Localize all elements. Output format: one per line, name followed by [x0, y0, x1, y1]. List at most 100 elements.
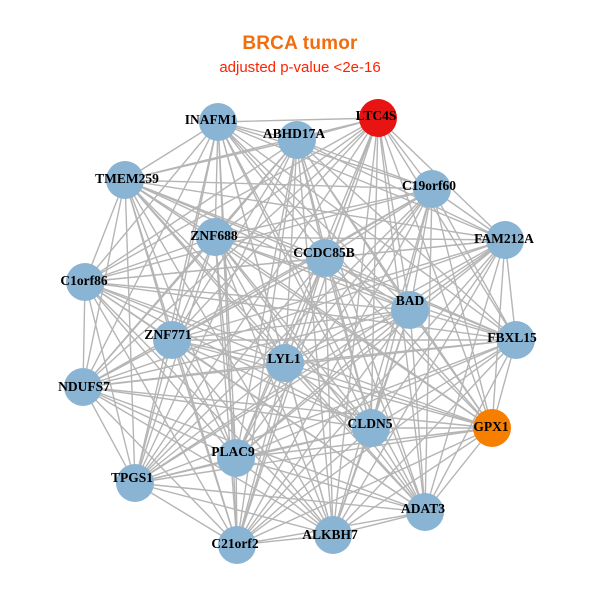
- node-circle[interactable]: [486, 221, 524, 259]
- edge-line: [171, 339, 493, 429]
- graph-node-gpx1[interactable]: GPX1: [473, 409, 511, 447]
- edge-line: [84, 121, 219, 283]
- graph-node-abhd17a[interactable]: ABHD17A: [263, 121, 326, 159]
- edge-line: [82, 386, 238, 546]
- edge-line: [82, 117, 379, 388]
- edge-line: [296, 139, 433, 190]
- nodes-layer: LTC4S INAFM1 ABHD17A TMEM259 C19orf60 ZNF688 F…: [58, 99, 537, 564]
- graph-node-plac9[interactable]: PLAC9: [211, 439, 255, 477]
- node-circle[interactable]: [497, 321, 535, 359]
- edge-line: [84, 117, 379, 283]
- edge-line: [431, 188, 493, 429]
- edge-line: [171, 339, 286, 364]
- graph-node-znf688[interactable]: ZNF688: [190, 218, 238, 256]
- edge-line: [235, 339, 517, 459]
- edge-line: [370, 339, 517, 429]
- node-circle[interactable]: [359, 99, 397, 137]
- node-label: ABHD17A: [263, 126, 326, 141]
- node-label: LYL1: [267, 351, 301, 366]
- node-circle[interactable]: [106, 161, 144, 199]
- edge-line: [332, 188, 433, 536]
- edge-line: [84, 188, 433, 283]
- node-circle[interactable]: [278, 121, 316, 159]
- node-label: C19orf60: [402, 178, 456, 193]
- graph-node-fam212a[interactable]: FAM212A: [474, 221, 534, 259]
- edge-line: [82, 386, 237, 459]
- edge-line: [296, 139, 426, 513]
- node-label: CCDC85B: [293, 245, 355, 260]
- node-circle[interactable]: [199, 103, 237, 141]
- graph-node-tpgs1[interactable]: TPGS1: [111, 464, 154, 502]
- node-circle[interactable]: [306, 239, 344, 277]
- node-label: FAM212A: [474, 231, 534, 246]
- edge-line: [235, 309, 411, 459]
- edge-line: [377, 117, 493, 429]
- node-circle[interactable]: [66, 263, 104, 301]
- node-label: ALKBH7: [302, 527, 358, 542]
- graph-node-znf771[interactable]: ZNF771: [144, 321, 192, 359]
- graph-node-ndufs7[interactable]: NDUFS7: [58, 368, 110, 406]
- node-circle[interactable]: [391, 291, 429, 329]
- graph-node-adat3[interactable]: ADAT3: [401, 493, 445, 531]
- node-circle[interactable]: [218, 526, 256, 564]
- node-circle[interactable]: [413, 170, 451, 208]
- edge-line: [134, 482, 238, 546]
- edge-line: [134, 339, 173, 484]
- graph-node-cldn5[interactable]: CLDN5: [347, 409, 393, 447]
- node-circle[interactable]: [153, 321, 191, 359]
- edge-line: [236, 427, 493, 546]
- edge-line: [134, 236, 216, 484]
- node-label: ADAT3: [401, 501, 445, 516]
- node-circle[interactable]: [217, 439, 255, 477]
- node-circle[interactable]: [116, 464, 154, 502]
- node-label: C1orf86: [60, 273, 107, 288]
- edge-line: [236, 427, 372, 546]
- edge-line: [324, 257, 426, 513]
- graph-node-tmem259[interactable]: TMEM259: [95, 161, 159, 199]
- graph-node-ccdc85b[interactable]: CCDC85B: [293, 239, 355, 277]
- edge-line: [134, 309, 411, 484]
- node-circle[interactable]: [266, 344, 304, 382]
- edge-line: [235, 239, 506, 459]
- edge-line: [84, 281, 411, 311]
- node-label: PLAC9: [211, 444, 255, 459]
- node-circle[interactable]: [406, 493, 444, 531]
- edge-line: [236, 257, 326, 546]
- edge-line: [124, 179, 411, 311]
- edge-line: [171, 339, 372, 429]
- node-circle[interactable]: [352, 409, 390, 447]
- node-label: ZNF771: [144, 327, 192, 342]
- graph-node-alkbh7[interactable]: ALKBH7: [302, 516, 358, 554]
- node-label: GPX1: [473, 419, 508, 434]
- edge-line: [235, 457, 334, 536]
- edge-line: [82, 362, 286, 388]
- edge-line: [377, 117, 517, 341]
- node-label: ZNF688: [190, 228, 238, 243]
- graph-node-c19orf60[interactable]: C19orf60: [402, 170, 456, 208]
- graph-node-ltc4s[interactable]: LTC4S: [356, 99, 397, 137]
- node-label: C21orf2: [211, 536, 258, 551]
- edge-line: [409, 188, 433, 311]
- graph-node-lyl1[interactable]: LYL1: [266, 344, 304, 382]
- edge-line: [324, 188, 433, 259]
- graph-node-c21orf2[interactable]: C21orf2: [211, 526, 259, 564]
- node-label: LTC4S: [356, 108, 397, 123]
- edge-line: [236, 117, 379, 546]
- edge-line: [84, 281, 238, 546]
- node-circle[interactable]: [473, 409, 511, 447]
- node-circle[interactable]: [196, 218, 234, 256]
- node-label: INAFM1: [185, 112, 238, 127]
- edge-line: [84, 139, 298, 283]
- edge-line: [134, 427, 493, 484]
- graph-node-fbxl15[interactable]: FBXL15: [487, 321, 537, 359]
- graph-node-c1orf86[interactable]: C1orf86: [60, 263, 108, 301]
- edge-line: [332, 427, 493, 536]
- graph-node-bad[interactable]: BAD: [391, 291, 429, 329]
- node-circle[interactable]: [314, 516, 352, 554]
- node-circle[interactable]: [64, 368, 102, 406]
- graph-node-inafm1[interactable]: INAFM1: [185, 103, 238, 141]
- edge-line: [409, 239, 506, 311]
- edge-line: [332, 239, 506, 536]
